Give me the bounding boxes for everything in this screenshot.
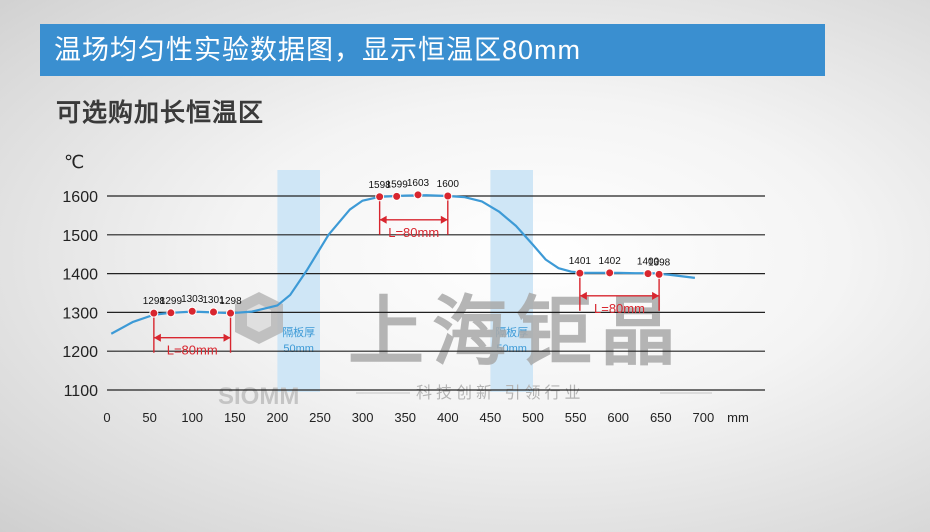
x-tick-label: 300 bbox=[352, 410, 374, 425]
data-point-label: 1299 bbox=[160, 296, 183, 307]
x-tick-label: 100 bbox=[181, 410, 203, 425]
title-banner: 温场均匀性实验数据图，显示恒温区80mm bbox=[40, 24, 825, 76]
x-tick-label: 200 bbox=[267, 410, 289, 425]
data-point-label: 1398 bbox=[648, 257, 671, 268]
x-tick-label: 0 bbox=[103, 410, 110, 425]
zone-length-label: L=80mm bbox=[388, 225, 439, 240]
data-point-label: 1598 bbox=[369, 180, 392, 191]
x-tick-label: 400 bbox=[437, 410, 459, 425]
x-tick-label: 50 bbox=[142, 410, 156, 425]
data-point-label: 1298 bbox=[219, 296, 242, 307]
y-tick-label: 1400 bbox=[62, 267, 98, 284]
data-point-label: 1603 bbox=[407, 178, 430, 189]
zone-arrow-left-icon bbox=[379, 215, 387, 224]
banner-title: 温场均匀性实验数据图，显示恒温区80mm bbox=[54, 35, 582, 65]
data-point bbox=[149, 308, 159, 318]
x-tick-label: 350 bbox=[394, 410, 416, 425]
x-tick-label: 700 bbox=[693, 410, 715, 425]
data-point bbox=[413, 190, 423, 200]
insulation-band-label: 隔板厚 bbox=[495, 325, 528, 339]
page-subtitle: 可选购加长恒温区 bbox=[56, 99, 265, 127]
x-tick-label: 250 bbox=[309, 410, 331, 425]
zone-arrow-left-icon bbox=[579, 291, 587, 300]
temperature-curve bbox=[110, 194, 696, 335]
data-point bbox=[575, 268, 585, 278]
data-point bbox=[443, 191, 453, 201]
insulation-band-sublabel: 50mm bbox=[283, 343, 314, 355]
x-tick-label: 450 bbox=[480, 410, 502, 425]
data-point-label: 1400 bbox=[637, 257, 660, 268]
y-tick-label: 1200 bbox=[62, 344, 98, 361]
x-tick-label: 150 bbox=[224, 410, 246, 425]
insulation-band-sublabel: 50mm bbox=[496, 343, 527, 355]
data-point bbox=[226, 308, 236, 318]
y-tick-label: 1100 bbox=[64, 383, 99, 400]
data-point-label: 1303 bbox=[181, 294, 204, 305]
data-point bbox=[643, 269, 653, 279]
watermark-company-cn: 上海钜晶 bbox=[348, 290, 684, 375]
x-tick-label: 600 bbox=[607, 410, 629, 425]
data-point-label: 1401 bbox=[569, 256, 592, 267]
x-tick-label: 550 bbox=[565, 410, 587, 425]
zone-length-label: L=80mm bbox=[594, 301, 645, 316]
data-point-label: 1599 bbox=[386, 179, 409, 190]
data-point bbox=[209, 307, 218, 317]
watermark-company-en: SIOMM bbox=[218, 383, 299, 410]
zone-arrow-right-icon bbox=[652, 291, 660, 300]
x-axis-unit: mm bbox=[727, 410, 749, 425]
data-point-label: 1600 bbox=[437, 179, 460, 190]
watermark-logo bbox=[235, 292, 283, 344]
data-point bbox=[654, 269, 664, 279]
data-point-label: 1402 bbox=[599, 256, 622, 267]
x-tick-label: 500 bbox=[522, 410, 544, 425]
y-tick-label: 1300 bbox=[62, 305, 98, 322]
data-point bbox=[605, 268, 615, 278]
y-tick-label: 1600 bbox=[62, 189, 98, 206]
x-tick-label: 650 bbox=[650, 410, 672, 425]
data-point bbox=[375, 192, 385, 202]
data-point-label: 1298 bbox=[143, 296, 166, 307]
y-tick-label: 1500 bbox=[62, 228, 98, 245]
zone-length-label: L=80mm bbox=[167, 343, 218, 358]
data-point bbox=[187, 306, 197, 316]
watermark-tagline: 科技创新 引领行业 bbox=[416, 384, 584, 402]
zone-arrow-right-icon bbox=[440, 215, 448, 224]
data-point-label: 1301 bbox=[202, 295, 225, 306]
zone-arrow-left-icon bbox=[153, 333, 161, 342]
data-point bbox=[166, 308, 176, 318]
zone-arrow-right-icon bbox=[223, 333, 231, 342]
y-axis-unit: ℃ bbox=[64, 152, 84, 172]
data-point bbox=[392, 191, 402, 201]
insulation-band-label: 隔板厚 bbox=[282, 325, 315, 339]
insulation-band-1 bbox=[490, 170, 533, 392]
